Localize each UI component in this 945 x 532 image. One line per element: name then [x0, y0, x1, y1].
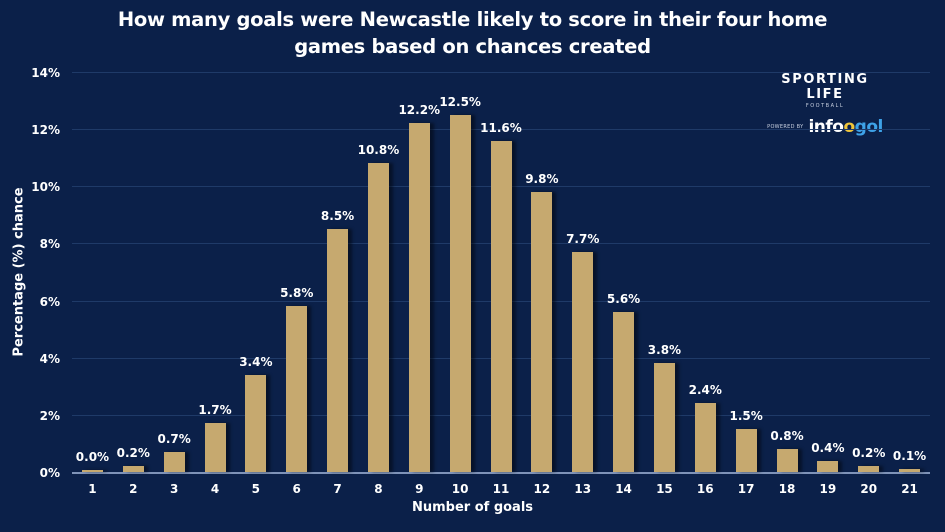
bar	[899, 469, 921, 472]
x-tick-label: 16	[696, 482, 714, 496]
x-axis-line	[72, 472, 930, 474]
powered-by: POWERED BY infoogol	[760, 117, 890, 137]
bar	[204, 423, 226, 472]
title-line-2: games based on chances created	[294, 35, 651, 58]
bar-value-label: 12.5%	[439, 94, 481, 109]
x-tick-label: 5	[251, 482, 261, 496]
bar	[531, 192, 553, 472]
bar-value-label: 0.0%	[75, 450, 110, 464]
bar-value-label: 7.7%	[566, 232, 600, 246]
y-tick-label: 6%	[39, 294, 60, 309]
x-tick-label: 19	[819, 482, 837, 496]
gridline	[72, 129, 930, 131]
bar	[81, 470, 103, 472]
y-tick-label: 10%	[31, 180, 60, 195]
bar-value-label: 3.4%	[239, 354, 273, 369]
x-tick-label: 11	[492, 482, 510, 496]
y-axis-label: Percentage (%) chance	[11, 187, 27, 357]
bar-value-label: 1.7%	[198, 403, 232, 418]
x-tick-label: 8	[374, 482, 383, 496]
x-axis-label: Number of goals	[411, 500, 534, 515]
bar-value-label: 3.8%	[647, 343, 682, 358]
bar-value-label: 8.5%	[320, 209, 355, 224]
x-tick-label: 12	[533, 482, 551, 496]
bar	[572, 252, 594, 472]
bar-value-label: 1.5%	[729, 409, 763, 424]
infogol-logo: infoogol	[808, 117, 883, 137]
x-tick-label: 9	[415, 482, 424, 496]
y-tick-label: 12%	[31, 123, 60, 138]
bar-value-label: 0.1%	[892, 449, 927, 464]
bar	[653, 363, 675, 472]
y-tick-label: 2%	[39, 408, 60, 423]
logo-sub: FOOTBALL	[805, 103, 845, 109]
x-tick-label: 4	[210, 482, 220, 496]
bar	[613, 312, 635, 472]
chart-title: How many goals were Newcastle likely to …	[0, 6, 945, 60]
x-tick-label: 1	[88, 482, 97, 496]
y-tick-label: 14%	[31, 66, 60, 80]
bar	[449, 114, 471, 472]
bar	[327, 229, 349, 472]
logo-brand: SPORTING LIFE	[781, 72, 869, 102]
x-tick-label: 7	[333, 482, 342, 496]
x-tick-label: 18	[778, 482, 796, 496]
powered-by-label: POWERED BY	[767, 124, 804, 130]
bar	[245, 374, 267, 472]
title-line-1: How many goals were Newcastle likely to …	[117, 8, 828, 31]
x-tick-label: 21	[901, 482, 918, 496]
x-tick-label: 17	[737, 482, 755, 496]
y-tick-label: 8%	[39, 237, 60, 252]
bar-value-label: 9.8%	[525, 172, 559, 186]
bar	[858, 466, 880, 472]
bar-value-label: 2.4%	[688, 383, 722, 398]
bar-value-label: 0.7%	[157, 432, 191, 446]
x-tick-label: 14	[615, 482, 632, 496]
bar	[490, 140, 512, 472]
bar-value-label: 5.8%	[280, 286, 314, 301]
bar	[122, 466, 144, 472]
bar	[286, 306, 308, 472]
x-tick-label: 20	[860, 482, 878, 496]
bar-value-label: 10.8%	[357, 143, 400, 158]
bar	[817, 460, 839, 472]
x-tick-label: 10	[451, 482, 469, 496]
sporting-life-logo: SPORTING LIFE FOOTBALL POWERED BY infoog…	[760, 72, 890, 137]
x-tick-label: 15	[656, 482, 673, 496]
bar-value-label: 5.6%	[606, 292, 641, 306]
bar	[735, 429, 757, 472]
bar-value-label: 0.8%	[770, 429, 804, 444]
x-tick-label: 6	[292, 482, 301, 496]
bar	[367, 163, 389, 472]
bar-value-label: 12.2%	[398, 103, 441, 118]
bar-value-label: 0.2%	[852, 446, 886, 461]
bar	[163, 452, 185, 472]
bar-value-label: 11.6%	[480, 120, 522, 135]
bar	[694, 403, 716, 472]
bar-value-label: 0.2%	[116, 446, 150, 461]
bar	[776, 449, 798, 472]
bar-value-label: 0.4%	[811, 440, 845, 455]
x-tick-label: 13	[574, 482, 592, 496]
y-tick-label: 4%	[39, 351, 60, 366]
bar	[408, 123, 430, 472]
gridline	[72, 72, 930, 73]
y-tick-label: 0%	[39, 466, 60, 480]
x-tick-label: 3	[169, 482, 179, 496]
x-tick-label: 2	[129, 482, 138, 496]
